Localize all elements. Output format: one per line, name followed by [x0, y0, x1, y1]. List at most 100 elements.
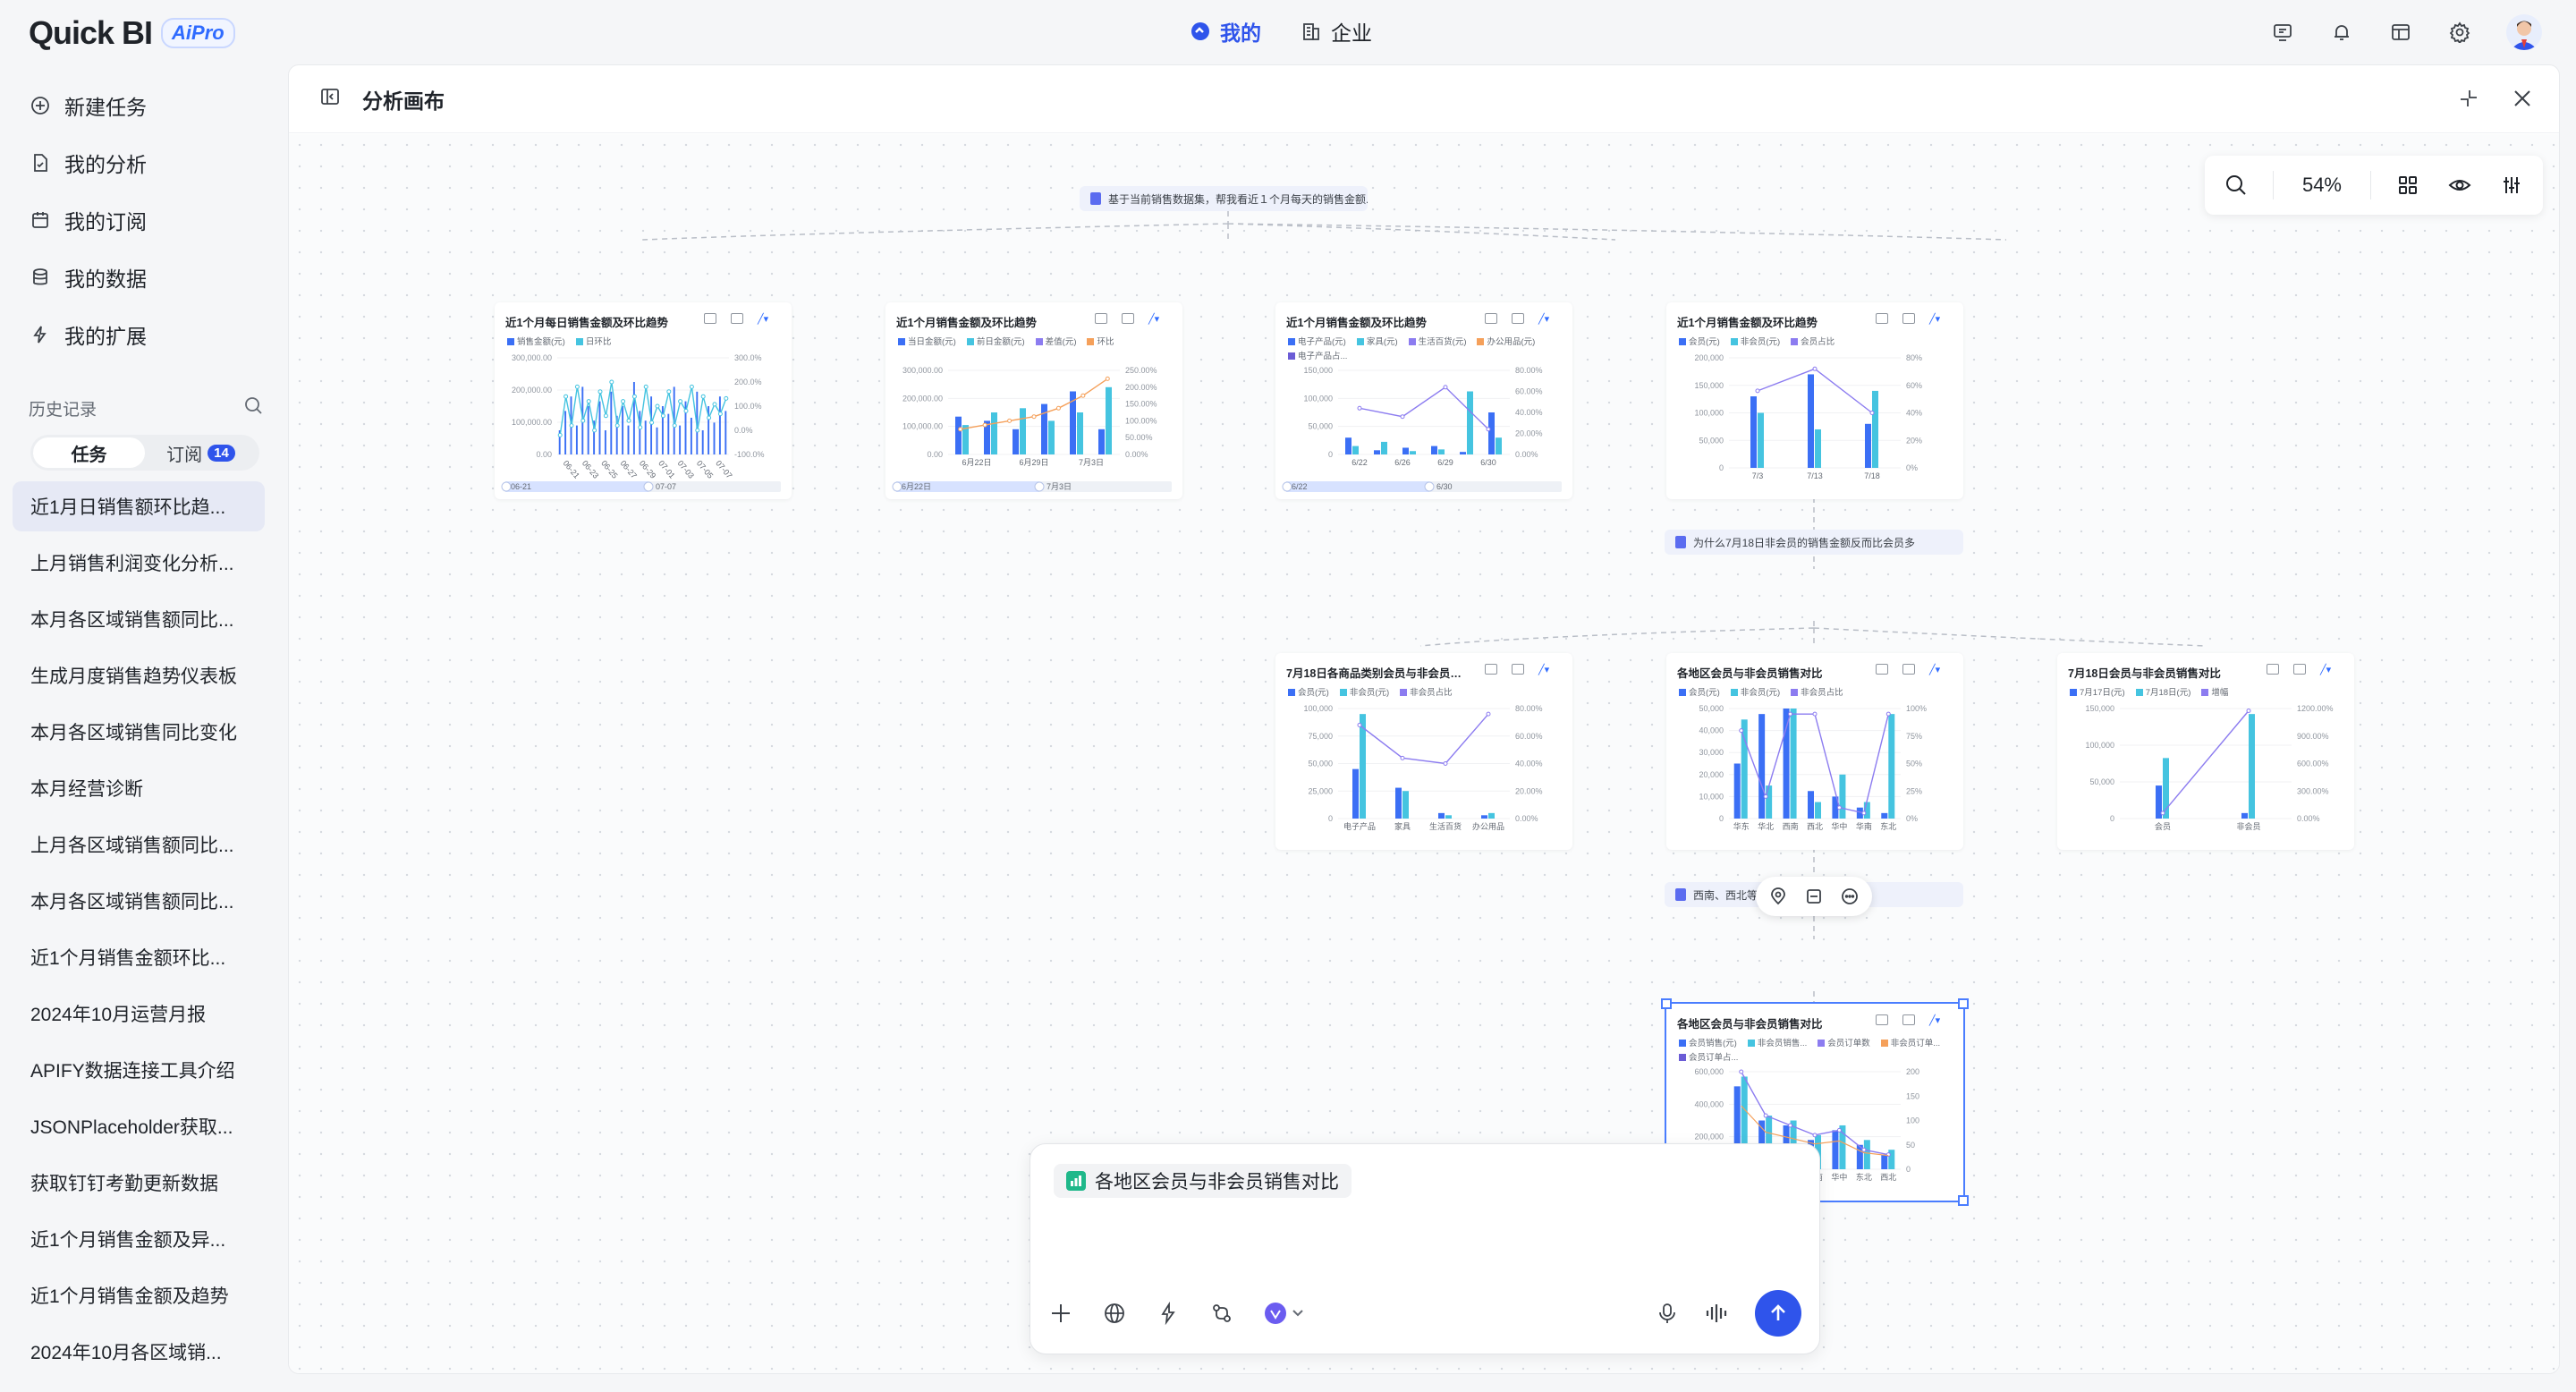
legend-item[interactable]: 会员(元) — [1288, 685, 1329, 698]
bar[interactable] — [632, 382, 635, 454]
line-point[interactable] — [1080, 393, 1086, 398]
line-point[interactable] — [609, 379, 614, 385]
line-point[interactable] — [574, 384, 580, 389]
bar[interactable] — [684, 401, 687, 454]
history-item[interactable]: 近1个月销售金额及异... — [30, 1230, 226, 1251]
bar[interactable] — [690, 417, 692, 454]
line-point[interactable] — [592, 428, 597, 433]
collapse-icon[interactable] — [1804, 887, 1824, 906]
resize-handle[interactable] — [1661, 998, 1672, 1009]
line-point[interactable] — [614, 423, 620, 429]
table-icon[interactable] — [731, 313, 743, 324]
copy-icon[interactable] — [1485, 313, 1497, 324]
history-item[interactable]: 本月各区域销售额同比... — [30, 610, 234, 631]
table-icon[interactable] — [1122, 313, 1134, 324]
line-point[interactable] — [1443, 385, 1448, 390]
line-point[interactable] — [1861, 811, 1867, 816]
line-point[interactable] — [724, 395, 729, 401]
line-point[interactable] — [1400, 414, 1405, 420]
locate-icon[interactable] — [1768, 887, 1788, 906]
plus-icon[interactable] — [1048, 1301, 1073, 1326]
legend-item[interactable]: 非会员占比 — [1791, 685, 1843, 698]
bar[interactable] — [661, 406, 664, 454]
bar[interactable] — [1041, 403, 1047, 454]
close-icon[interactable] — [2511, 87, 2534, 115]
legend-item[interactable]: 增幅 — [2201, 685, 2228, 698]
zoom-level[interactable]: 54% — [2301, 174, 2342, 196]
table-icon[interactable] — [2293, 664, 2306, 675]
bar[interactable] — [667, 413, 670, 454]
slider-handle[interactable] — [1424, 481, 1435, 492]
chart-card[interactable]: 7月18日会员与非会员销售对比 ╱▾ 7月17日(元) 7月18日(元) 增幅 150,0… — [2057, 653, 2354, 850]
bar[interactable] — [1106, 386, 1112, 454]
line-point[interactable] — [678, 399, 683, 404]
bar[interactable] — [701, 430, 704, 454]
bar[interactable] — [656, 427, 658, 454]
bar[interactable] — [558, 430, 561, 454]
chart-type-icon[interactable]: ╱▾ — [1929, 1015, 1941, 1026]
bar[interactable] — [1360, 714, 1366, 819]
bar[interactable] — [2249, 714, 2255, 819]
legend-item[interactable]: 电子产品占... — [1288, 349, 1347, 361]
slider-handle[interactable] — [1282, 481, 1292, 492]
line-point[interactable] — [1763, 794, 1768, 799]
slider-handle[interactable] — [1034, 481, 1045, 492]
legend-item[interactable]: 差值(元) — [1035, 335, 1076, 347]
bar[interactable] — [1395, 787, 1402, 819]
chart-type-icon[interactable]: ╱▾ — [758, 314, 769, 325]
legend-item[interactable]: 电子产品(元) — [1288, 335, 1346, 347]
bar[interactable] — [593, 420, 596, 454]
line-point[interactable] — [569, 423, 574, 429]
bar[interactable] — [1888, 1150, 1895, 1169]
bar[interactable] — [1445, 815, 1452, 819]
bar[interactable] — [1013, 429, 1019, 454]
range-slider-selection[interactable] — [505, 481, 648, 492]
screen-icon[interactable] — [2270, 20, 2295, 45]
bar[interactable] — [1766, 785, 1773, 819]
legend-item[interactable]: 销售金额(元) — [507, 335, 565, 347]
range-slider-selection[interactable] — [1286, 481, 1429, 492]
line-point[interactable] — [982, 422, 987, 428]
chart-card[interactable]: 7月18日各商品类别会员与非会员销售... ╱▾ 会员(元) 非会员(元) 非会员占比 1… — [1275, 653, 1572, 850]
line-point[interactable] — [1739, 728, 1744, 734]
table-icon[interactable] — [1512, 664, 1524, 675]
gear-icon[interactable] — [2447, 20, 2472, 45]
bar[interactable] — [1438, 812, 1445, 819]
bar[interactable] — [1374, 450, 1380, 454]
history-item[interactable]: 获取钉钉考勤更新数据 — [30, 1174, 218, 1194]
bar[interactable] — [1766, 1116, 1773, 1169]
legend-item[interactable]: 前日金额(元) — [966, 335, 1025, 347]
sidebar-item-my-analysis[interactable]: 我的分析 — [14, 134, 263, 191]
line-point[interactable] — [958, 427, 963, 432]
legend-item[interactable]: 非会员订单... — [1880, 1036, 1940, 1048]
line-point[interactable] — [695, 428, 700, 433]
question-node-1[interactable]: 基于当前销售数据集，帮我看近１个月每天的销售金额... — [1080, 186, 1368, 211]
bar[interactable] — [718, 396, 721, 454]
history-item[interactable]: JSONPlaceholder获取... — [30, 1117, 233, 1138]
layout-icon[interactable] — [2393, 170, 2423, 200]
bar[interactable] — [1783, 709, 1790, 819]
history-item[interactable]: 生成月度销售趋势仪表板 — [30, 666, 237, 687]
line-point[interactable] — [666, 389, 672, 395]
line-point[interactable] — [655, 403, 660, 409]
bar[interactable] — [575, 425, 578, 454]
sidebar-item-my-data[interactable]: 我的数据 — [14, 249, 263, 306]
search-icon[interactable] — [2221, 170, 2251, 200]
bar[interactable] — [1460, 452, 1466, 454]
line-point[interactable] — [1788, 1123, 1793, 1128]
eye-icon[interactable] — [2445, 170, 2475, 200]
line-point[interactable] — [1357, 405, 1362, 411]
bar[interactable] — [1381, 441, 1387, 454]
line-point[interactable] — [603, 413, 608, 419]
chart-card[interactable]: 近1个月每日销售金额及环比趋势 ╱▾ 销售金额(元) 日环比 300,000.00 200… — [495, 302, 792, 499]
history-item[interactable]: 本月经营诊断 — [30, 779, 143, 800]
question-node-2[interactable]: 为什么7月18日非会员的销售金额反而比会员多 — [1665, 530, 1963, 555]
legend-item[interactable]: 生活百货(元) — [1408, 335, 1466, 347]
table-icon[interactable] — [1902, 313, 1915, 324]
line-point[interactable] — [689, 384, 694, 389]
bar[interactable] — [2241, 812, 2248, 819]
bar[interactable] — [1863, 1140, 1870, 1169]
bar[interactable] — [1872, 390, 1878, 468]
bar[interactable] — [1856, 807, 1863, 819]
chart-type-icon[interactable]: ╱▾ — [1148, 314, 1160, 325]
